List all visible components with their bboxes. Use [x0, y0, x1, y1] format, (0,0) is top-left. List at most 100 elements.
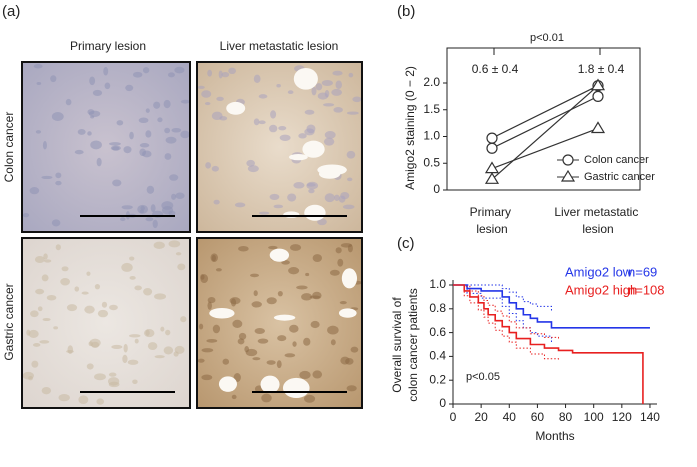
tissue-texture [218, 70, 223, 79]
tissue-texture [247, 165, 259, 173]
lumen [269, 248, 290, 262]
tissue-texture [198, 323, 204, 330]
tissue-texture [58, 393, 70, 402]
tissue-texture [327, 325, 339, 335]
tissue-texture [74, 149, 84, 155]
tissue-texture [160, 326, 165, 332]
y-tick-label: 0.4 [429, 349, 446, 363]
tissue-texture [67, 345, 74, 355]
lumen [218, 376, 238, 392]
tissue-texture [146, 185, 155, 194]
y-tick-label: 0 [439, 396, 446, 410]
tissue-texture [269, 124, 278, 133]
tissue-texture [206, 338, 218, 343]
tissue-texture [123, 343, 128, 353]
tissue-texture [138, 117, 149, 124]
tissue-texture [329, 269, 340, 276]
tissue-texture [28, 329, 39, 338]
tissue-texture [258, 94, 268, 99]
tissue-texture [42, 141, 47, 150]
tissue-texture [51, 112, 64, 121]
tissue-texture [171, 193, 177, 200]
lumen [273, 314, 296, 321]
tissue-texture [200, 274, 209, 284]
panel-label: (b) [397, 3, 415, 20]
micrograph-frame [21, 237, 191, 409]
micrograph-frame [196, 237, 363, 409]
tissue-texture [127, 359, 139, 365]
column-header: Liver metastatic lesion [220, 39, 339, 53]
tissue-texture [129, 256, 135, 261]
lumen [302, 140, 325, 158]
significance-label: p<0.01 [530, 32, 564, 44]
survival-curve [453, 284, 644, 404]
tissue-texture [180, 130, 190, 139]
x-tick-label: 60 [531, 410, 545, 424]
tissue-texture [120, 217, 126, 222]
tissue-texture [22, 213, 30, 218]
x-tick-label: 120 [612, 410, 632, 424]
tissue-texture [90, 115, 95, 119]
legend-label: Colon cancer [584, 154, 649, 166]
tissue-texture [60, 278, 70, 286]
marker [486, 142, 498, 154]
tissue-texture [231, 394, 237, 400]
tissue-texture [87, 109, 95, 115]
tissue-texture [137, 204, 149, 214]
tissue-texture [89, 76, 96, 86]
tissue-texture [289, 324, 299, 333]
legend-label: Amigo2 high [565, 282, 637, 297]
tissue-texture [108, 372, 117, 377]
tissue-texture [90, 140, 102, 150]
tissue-texture [103, 67, 109, 76]
tissue-texture [322, 103, 335, 107]
survival-curve [453, 284, 650, 329]
tissue-texture [337, 258, 344, 267]
legend-count: n=108 [628, 282, 665, 297]
tissue-texture [288, 266, 300, 275]
tissue-texture [317, 218, 327, 226]
tissue-texture [211, 111, 223, 121]
tissue-texture [37, 306, 43, 312]
tissue-texture [92, 89, 103, 96]
tissue-texture [175, 192, 185, 199]
tissue-texture [331, 88, 343, 96]
tissue-texture [207, 69, 213, 77]
x-tick-label: Primary lesion [470, 205, 515, 236]
tissue-texture [74, 286, 80, 292]
tissue-texture [145, 217, 154, 222]
tissue-texture [53, 326, 59, 330]
tissue-texture [145, 130, 152, 138]
row-header: Colon cancer [2, 112, 16, 183]
tissue-texture [234, 202, 246, 208]
tissue-texture [101, 301, 108, 308]
tissue-texture [147, 342, 158, 351]
tissue-texture [139, 143, 150, 148]
tissue-texture [253, 74, 261, 83]
tissue-texture [142, 67, 150, 74]
tissue-texture [35, 288, 45, 295]
x-tick-label: 20 [474, 410, 488, 424]
tissue-texture [346, 111, 359, 115]
x-tick-label: 100 [584, 410, 604, 424]
lumen [288, 153, 308, 161]
group-label: 0.6 ± 0.4 [472, 62, 519, 76]
tissue-texture [258, 120, 266, 125]
micrograph [22, 238, 190, 408]
y-tick-label: 1.0 [423, 129, 440, 143]
tissue-texture [306, 124, 316, 134]
tissue-texture [142, 150, 152, 158]
y-axis-title: colon cancer patients [406, 288, 420, 401]
annotation: p<0.05 [466, 371, 500, 383]
tissue-texture [171, 128, 182, 133]
tissue-texture [347, 177, 353, 182]
tissue-texture [86, 363, 94, 370]
group-label: 1.8 ± 0.4 [578, 62, 625, 76]
tissue-texture [110, 145, 121, 151]
tissue-texture [36, 82, 42, 86]
tissue-texture [299, 370, 311, 380]
tissue-texture [34, 255, 45, 264]
legend-label: Gastric cancer [584, 171, 655, 183]
legend-label: Amigo2 low [565, 264, 633, 279]
tissue-texture [154, 293, 167, 300]
